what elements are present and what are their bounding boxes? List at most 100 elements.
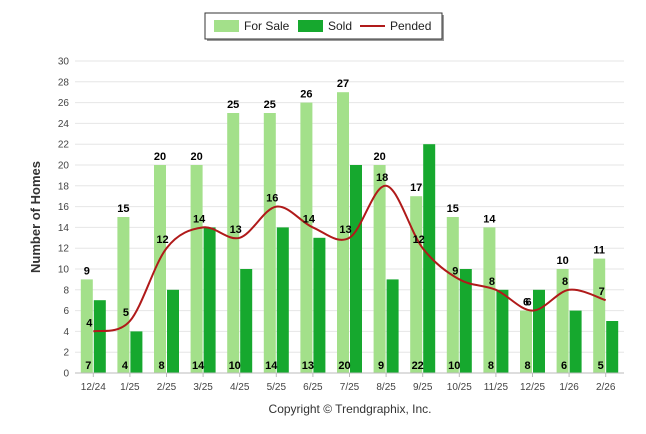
x-tick-label: 1/26 — [559, 382, 579, 393]
x-tick-label: 2/25 — [157, 382, 177, 393]
for-sale-bar — [263, 113, 276, 373]
x-tick-label: 8/25 — [376, 382, 396, 393]
sold-bar — [276, 227, 289, 373]
sold-value-label: 9 — [378, 360, 384, 372]
sold-bar — [130, 331, 143, 373]
pended-value-label: 5 — [123, 307, 129, 319]
sold-value-label: 8 — [488, 360, 494, 372]
pended-value-label: 7 — [599, 286, 605, 298]
y-axis-title: Number of Homes — [28, 161, 43, 273]
y-tick-label: 18 — [58, 181, 70, 192]
y-tick-label: 8 — [63, 285, 69, 296]
y-tick-label: 26 — [58, 98, 70, 109]
x-tick-label: 10/25 — [447, 382, 472, 393]
x-tick-label: 12/24 — [81, 382, 106, 393]
pended-value-label: 14 — [303, 213, 316, 225]
x-tick-label: 1/25 — [120, 382, 140, 393]
sold-bar — [423, 144, 436, 373]
sold-bar — [533, 289, 545, 373]
x-tick-label: 12/25 — [520, 382, 545, 393]
pended-line — [93, 184, 607, 333]
legend-label: Sold — [328, 19, 352, 33]
for-sale-bar — [410, 196, 423, 373]
for-sale-bar — [337, 92, 349, 373]
for-sale-value-label: 6 — [523, 297, 529, 309]
sold-value-label: 4 — [122, 360, 129, 372]
pended-value-label: 12 — [413, 234, 425, 246]
legend-label: Pended — [390, 19, 431, 33]
y-tick-label: 20 — [58, 161, 70, 172]
for-sale-value-label: 15 — [117, 203, 129, 215]
for-sale-bar — [227, 113, 240, 373]
x-tick-label: 5/25 — [267, 382, 287, 393]
sold-value-label: 22 — [412, 360, 424, 372]
for-sale-value-label: 17 — [410, 182, 422, 194]
for-sale-value-label: 15 — [447, 203, 459, 215]
pended-line-layer — [93, 184, 607, 333]
y-tick-label: 24 — [58, 119, 70, 130]
pended-value-label: 13 — [230, 224, 242, 236]
for-sale-value-label: 11 — [593, 245, 605, 257]
sold-bar — [350, 165, 362, 373]
sold-bar — [606, 321, 619, 373]
for-sale-value-label: 9 — [84, 265, 90, 277]
x-tick-label: 11/25 — [484, 382, 509, 393]
pended-value-label: 6 — [525, 297, 531, 309]
x-tick-label: 6/25 — [303, 382, 323, 393]
x-tick-label: 7/25 — [340, 382, 360, 393]
sold-bar — [386, 279, 399, 373]
pended-value-label: 9 — [452, 265, 458, 277]
for-sale-value-label: 25 — [264, 99, 276, 111]
sold-bar — [313, 237, 326, 373]
y-tick-label: 16 — [58, 202, 70, 213]
for-sale-bar — [190, 165, 203, 373]
legend-swatch — [298, 20, 323, 32]
sold-bar — [203, 227, 216, 373]
sold-bar — [459, 269, 472, 373]
sold-value-label: 13 — [302, 360, 314, 372]
bars — [80, 92, 619, 373]
for-sale-bar — [446, 217, 459, 373]
for-sale-value-label: 27 — [337, 78, 349, 90]
sold-value-label: 14 — [265, 360, 278, 372]
sold-value-label: 14 — [192, 360, 205, 372]
for-sale-value-label: 14 — [483, 213, 496, 225]
sold-bar — [569, 310, 582, 373]
y-tick-label: 10 — [58, 265, 70, 276]
y-tick-label: 30 — [58, 57, 70, 68]
legend-box — [204, 12, 443, 40]
sold-bar — [240, 269, 253, 373]
sold-value-label: 5 — [598, 360, 604, 372]
sold-bar — [496, 289, 509, 373]
pended-value-label: 8 — [489, 276, 495, 288]
pended-value-label: 14 — [193, 213, 206, 225]
for-sale-value-label: 25 — [227, 99, 239, 111]
for-sale-bar — [373, 165, 386, 373]
legend-item-pended: Pended — [360, 19, 431, 33]
y-tick-label: 2 — [63, 348, 69, 359]
x-tick-label: 4/25 — [230, 382, 250, 393]
for-sale-value-label: 20 — [373, 151, 385, 163]
for-sale-bar — [80, 279, 93, 373]
for-sale-value-label: 10 — [556, 255, 568, 267]
for-sale-bar — [300, 102, 313, 373]
y-tick-label: 0 — [63, 369, 69, 380]
pended-value-label: 16 — [266, 193, 278, 205]
sold-value-label: 7 — [85, 360, 91, 372]
x-tick-label: 2/26 — [596, 382, 616, 393]
for-sale-value-label: 20 — [190, 151, 202, 163]
legend-item-sold: Sold — [298, 19, 352, 33]
pended-value-label: 13 — [339, 224, 351, 236]
for-sale-value-label: 26 — [300, 89, 312, 101]
copyright-text: Copyright © Trendgraphix, Inc. — [269, 402, 432, 416]
sold-value-label: 8 — [524, 360, 530, 372]
x-tick-label: 9/25 — [413, 382, 433, 393]
for-sale-bar — [483, 227, 496, 373]
legend: For Sale Sold Pended — [204, 12, 444, 41]
y-tick-label: 12 — [58, 244, 70, 255]
pended-value-label: 12 — [156, 234, 168, 246]
legend-item-for-sale: For Sale — [214, 19, 290, 33]
for-sale-bar — [117, 217, 130, 373]
pended-value-label: 18 — [376, 172, 388, 184]
for-sale-value-label: 20 — [154, 151, 166, 163]
